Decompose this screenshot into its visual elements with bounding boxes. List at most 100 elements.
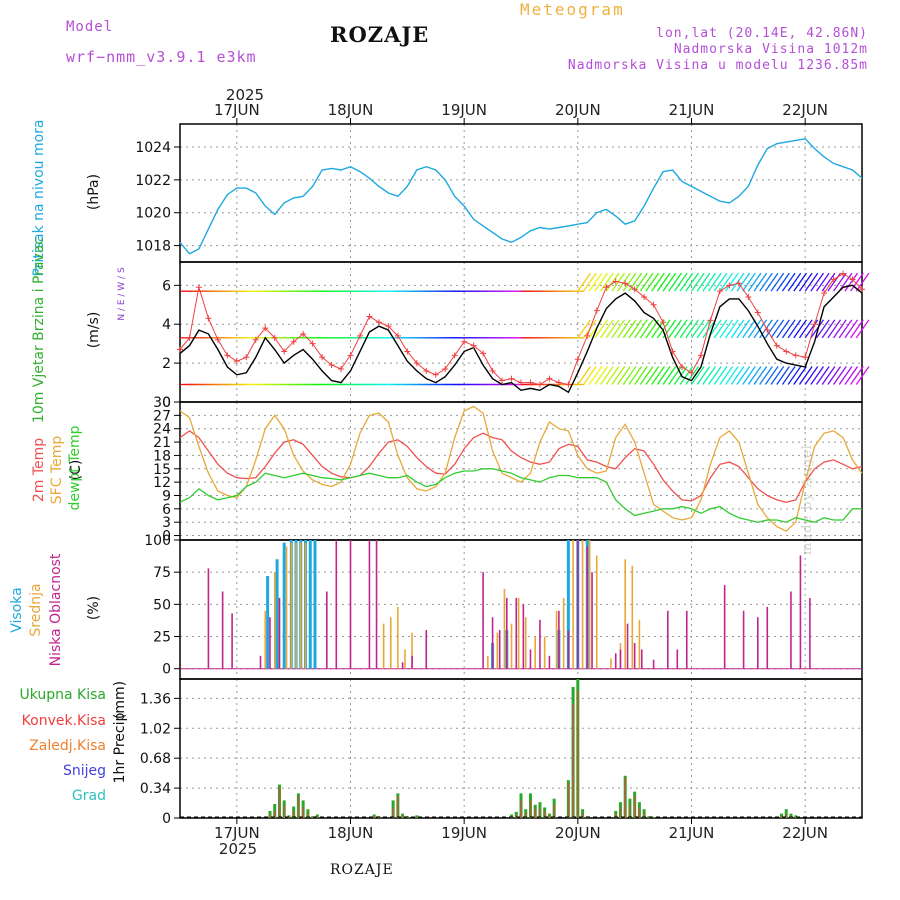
wind-barb [600, 272, 614, 292]
wind-barb [634, 319, 648, 339]
wind-gust-marker [830, 276, 837, 283]
y-tick-label: 6 [162, 502, 171, 518]
wind-gust-marker [432, 371, 439, 378]
wind-gust-marker [802, 354, 809, 361]
wind-barb [605, 319, 620, 339]
wind-gust-marker [735, 280, 742, 287]
y-tick-label: 2 [162, 356, 171, 372]
panel-frame [179, 539, 863, 680]
wind-barb [662, 272, 677, 292]
wind-gust-marker [622, 280, 629, 287]
y-tick-label: 100 [144, 533, 171, 549]
wind-gust-marker [859, 286, 865, 293]
wind-barb [594, 319, 609, 339]
wind-gust-marker [821, 290, 828, 297]
wind-barb [719, 366, 734, 385]
panels: 101810201022102402460369121518212427302m… [9, 123, 870, 827]
wind-gust-marker [792, 352, 799, 359]
y-tick-label: 25 [153, 630, 171, 646]
wind-barb [702, 366, 717, 385]
wind-gust-marker [214, 336, 221, 343]
wind-barb [725, 366, 739, 385]
wind-gust-marker [783, 348, 790, 355]
wind-gust-marker [224, 352, 231, 359]
wind-gust-marker [546, 375, 553, 382]
wind-barb [804, 272, 819, 292]
wind-gust-marker [177, 346, 183, 353]
wind-barb [742, 319, 756, 339]
wind-barb [651, 272, 665, 292]
wind-barb [810, 272, 825, 292]
bottom-day-label: 21JUN [669, 824, 715, 842]
precip-conv-bar [567, 782, 570, 818]
precip-total-bar [789, 813, 793, 818]
temp-unit: (C) [68, 460, 84, 481]
wind-barb [753, 272, 768, 292]
precip-side-labels: 1hr Precip (mm) [112, 681, 128, 783]
wind-barb [747, 272, 762, 292]
wind-barb [685, 272, 699, 292]
wind-panel: 0 2 4 6 [162, 261, 870, 411]
wind-gust-marker [660, 319, 667, 326]
wind-gust-marker [205, 315, 212, 322]
wind-barb [821, 319, 836, 339]
precip-unit: (mm) [112, 681, 128, 719]
temperature-legend-label: SFC Temp [49, 436, 65, 505]
wind-barb [821, 366, 836, 385]
wind-gust-marker [442, 365, 449, 372]
wind-gust-marker [252, 336, 259, 343]
model-elevation-label: Nadmorska Visina u modelu 1236.85m [567, 58, 868, 73]
wind-barb [736, 272, 751, 292]
wind-gust-marker [271, 334, 278, 341]
precip-conv-bar [539, 807, 541, 818]
bottom-year-label: 2025 [219, 840, 257, 858]
precip-conv-bar [378, 817, 380, 818]
cloud-unit: (%) [86, 596, 102, 620]
wind-gust-marker [489, 367, 496, 374]
precip-conv-bar [780, 816, 783, 818]
wind-barb [690, 366, 705, 385]
y-tick-label: 0.34 [140, 781, 171, 797]
y-tick-label: 9 [162, 488, 171, 504]
wind-barb [833, 272, 847, 292]
wind-barb [759, 272, 773, 292]
wind-barb [617, 319, 631, 339]
precip-legend-label: Zaledj.Kisa [29, 738, 106, 754]
wind-barb [838, 319, 853, 339]
wind-barb [685, 366, 699, 385]
wind-barb [696, 319, 711, 339]
wind-barb [821, 272, 836, 292]
wind-title: 10m Vjetar Brzina i Pravac [31, 237, 47, 423]
pressure-title: Pritisak na nivou mora [31, 119, 47, 276]
precip-legend-label: Konvek.Kisa [22, 713, 106, 729]
wind-barb [611, 319, 626, 339]
wind-barb [577, 272, 591, 292]
wind-gust-marker [745, 294, 752, 300]
precip-conv-bar [586, 817, 589, 818]
wind-barb [605, 366, 620, 385]
wind-barb [827, 366, 842, 385]
wind-barb [742, 272, 756, 292]
wind-barb [645, 366, 660, 385]
elevation-label: Nadmorska Visina 1012m [673, 42, 868, 57]
top-day-label: 20JUN [555, 101, 601, 119]
wind-barb [690, 272, 705, 292]
wind-barb [600, 319, 614, 339]
wind-barb [816, 319, 830, 339]
wind-barb [594, 272, 609, 292]
cloud-legend: Visoka Srednja Niska Oblacnost [9, 553, 64, 666]
wind-barb [753, 319, 768, 339]
wind-barb [759, 366, 773, 385]
pressure-line [179, 138, 863, 255]
bottom-day-label: 19JUN [441, 824, 487, 842]
wind-speed-line [179, 284, 863, 394]
model-version: wrf−nmm_v3.9.1 e3km [66, 48, 257, 66]
precip-ylabel: 1hr Precip [112, 713, 128, 784]
precip-conv-bar [543, 810, 546, 818]
wind-gust-marker [262, 325, 269, 332]
wind-barb [793, 319, 807, 339]
footer-station: ROZAJE [330, 862, 394, 878]
wind-barb [770, 319, 785, 339]
wind-barb [770, 366, 785, 385]
